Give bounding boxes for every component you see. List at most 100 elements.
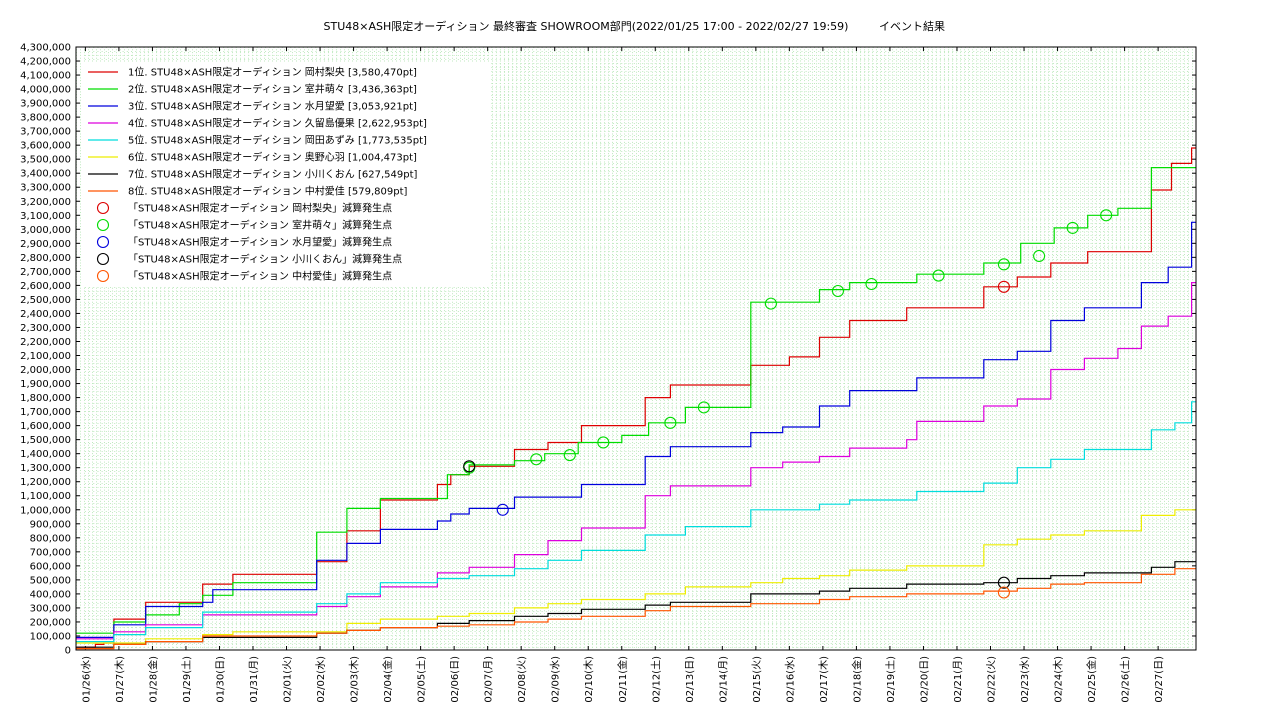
series-line-3 — [76, 221, 1196, 638]
x-tick-label: 02/24(木) — [1053, 656, 1065, 703]
series-line-8 — [76, 568, 1196, 650]
x-tick-label: 01/29(土) — [180, 656, 193, 703]
x-tick-label: 02/16(水) — [784, 656, 796, 703]
y-tick-label: 2,800,000 — [20, 253, 71, 264]
marker-point-2 — [563, 449, 576, 462]
y-tick-label: 3,000,000 — [20, 225, 71, 236]
marker-point-2 — [1100, 209, 1113, 222]
y-tick-label: 100,000 — [30, 631, 71, 642]
legend-marker-label-4: 「STU48×ASH限定オーディション 小川くおん」減算発生点 — [128, 253, 402, 266]
y-tick-label: 2,500,000 — [20, 295, 71, 306]
x-tick-label: 02/12(土) — [649, 656, 662, 703]
y-tick-label: 900,000 — [30, 519, 71, 530]
marker-point-2 — [664, 416, 677, 429]
x-tick-label: 02/07(月) — [483, 656, 495, 703]
legend-label-4: 4位. STU48×ASH限定オーディション 久留島優果 [2,622,953p… — [128, 117, 427, 130]
y-tick-label: 3,400,000 — [20, 169, 71, 180]
x-tick-label: 02/23(水) — [1019, 656, 1031, 703]
legend: 1位. STU48×ASH限定オーディション 岡村梨央 [3,580,470pt… — [82, 62, 490, 286]
y-tick-label: 4,300,000 — [20, 43, 71, 54]
plot-frame — [75, 46, 1197, 651]
y-tick-label: 3,700,000 — [20, 127, 71, 138]
y-tick-label: 300,000 — [30, 603, 71, 614]
x-tick-label: 02/21(月) — [952, 656, 964, 703]
x-tick-label: 01/30(日) — [215, 656, 226, 703]
y-tick-label: 3,300,000 — [20, 183, 71, 194]
x-tick-label: 02/20(日) — [919, 656, 930, 703]
y-tick-label: 1,900,000 — [20, 379, 71, 390]
y-tick-label: 2,000,000 — [20, 365, 71, 376]
y-tick-label: 1,500,000 — [20, 435, 71, 446]
y-tick-label: 1,200,000 — [20, 477, 71, 488]
marker-point-2 — [865, 277, 878, 291]
x-tick-label: 02/22(火) — [986, 656, 998, 703]
chart-subtitle: イベント結果 — [879, 19, 945, 33]
series-line-6 — [76, 509, 1196, 644]
legend-marker-label-2: 「STU48×ASH限定オーディション 室井萌々」減算発生点 — [128, 219, 392, 232]
y-tick-label: 4,100,000 — [20, 71, 71, 82]
legend-marker-3 — [96, 235, 110, 249]
marker-point-2 — [831, 284, 845, 298]
y-tick-label: 1,400,000 — [20, 449, 71, 460]
chart-title: STU48×ASH限定オーディション 最終審査 SHOWROOM部門(2022/… — [324, 19, 849, 33]
x-tick-label: 02/18(金) — [850, 656, 863, 703]
x-axis: 01/26(水) 01/27(木) 01/28(金) 01/29(土) 01/30(日)… — [80, 47, 1165, 703]
x-tick-label: 01/26(水) — [80, 656, 92, 703]
marker-point-2 — [697, 401, 710, 414]
x-tick-label: 02/10(木) — [583, 656, 595, 703]
legend-label-2: 2位. STU48×ASH限定オーディション 室井萌々 [3,436,363pt… — [128, 83, 417, 96]
x-tick-label: 02/19(土) — [884, 656, 897, 703]
marker-point-2 — [597, 436, 610, 449]
x-tick-label: 01/27(木) — [114, 656, 126, 703]
y-tick-label: 1,600,000 — [20, 421, 71, 432]
x-tick-label: 02/25(金) — [1085, 656, 1098, 703]
y-tick-label: 3,200,000 — [20, 197, 71, 208]
markers — [463, 209, 1113, 599]
marker-point-2 — [932, 269, 945, 282]
marker-point-2 — [1066, 221, 1079, 234]
legend-label-5: 5位. STU48×ASH限定オーディション 岡田あずみ [1,773,535p… — [128, 134, 427, 147]
y-tick-label: 3,500,000 — [20, 155, 71, 166]
y-tick-label: 400,000 — [30, 589, 71, 600]
legend-marker-5 — [96, 269, 110, 283]
y-tick-label: 3,600,000 — [20, 141, 71, 152]
marker-point-2 — [764, 297, 777, 310]
y-axis: 0 100,000 200,000 300,000 400,000 500,000 600,… — [20, 43, 1196, 657]
y-tick-label: 4,200,000 — [20, 57, 71, 68]
x-tick-label: 02/09(水) — [550, 656, 562, 703]
y-tick-label: 800,000 — [30, 533, 71, 544]
y-tick-label: 1,700,000 — [20, 407, 71, 418]
x-tick-label: 02/08(火) — [516, 656, 528, 703]
marker-point-2 — [1033, 249, 1046, 262]
y-tick-label: 1,100,000 — [20, 491, 71, 502]
series-line-2 — [76, 167, 1196, 634]
legend-marker-label-1: 「STU48×ASH限定オーディション 岡村梨央」減算発生点 — [128, 202, 392, 215]
y-tick-label: 2,300,000 — [20, 323, 71, 334]
y-tick-label: 2,200,000 — [20, 337, 71, 348]
legend-marker-label-3: 「STU48×ASH限定オーディション 水月望愛」減算発生点 — [128, 236, 392, 249]
legend-label-1: 1位. STU48×ASH限定オーディション 岡村梨央 [3,580,470pt… — [128, 66, 417, 79]
legend-label-3: 3位. STU48×ASH限定オーディション 水月望愛 [3,053,921pt… — [128, 100, 417, 113]
marker-point-2 — [997, 258, 1010, 271]
y-tick-label: 1,300,000 — [20, 463, 71, 474]
y-tick-label: 200,000 — [30, 617, 71, 628]
y-tick-label: 2,700,000 — [20, 267, 71, 278]
y-tick-label: 500,000 — [30, 575, 71, 586]
series-line-1 — [76, 147, 1196, 648]
x-tick-label: 02/14(月) — [717, 656, 729, 703]
y-tick-label: 3,100,000 — [20, 211, 71, 222]
x-tick-label: 02/11(金) — [616, 656, 629, 703]
y-tick-label: 700,000 — [30, 547, 71, 558]
series-line-4 — [76, 282, 1196, 640]
marker-point-4 — [463, 460, 476, 473]
x-tick-label: 02/06(日) — [450, 656, 461, 703]
legend-label-6: 6位. STU48×ASH限定オーディション 奥野心羽 [1,004,473pt… — [128, 151, 417, 164]
x-tick-label: 02/04(金) — [381, 656, 394, 703]
marker-point-5 — [997, 586, 1010, 599]
y-tick-label: 2,100,000 — [20, 351, 71, 362]
x-tick-label: 02/15(火) — [751, 656, 763, 703]
legend-label-7: 7位. STU48×ASH限定オーディション 小川くおん [627,549pt] — [128, 168, 417, 181]
x-tick-label: 01/31(月) — [248, 656, 260, 703]
x-tick-label: 02/17(木) — [818, 656, 830, 703]
